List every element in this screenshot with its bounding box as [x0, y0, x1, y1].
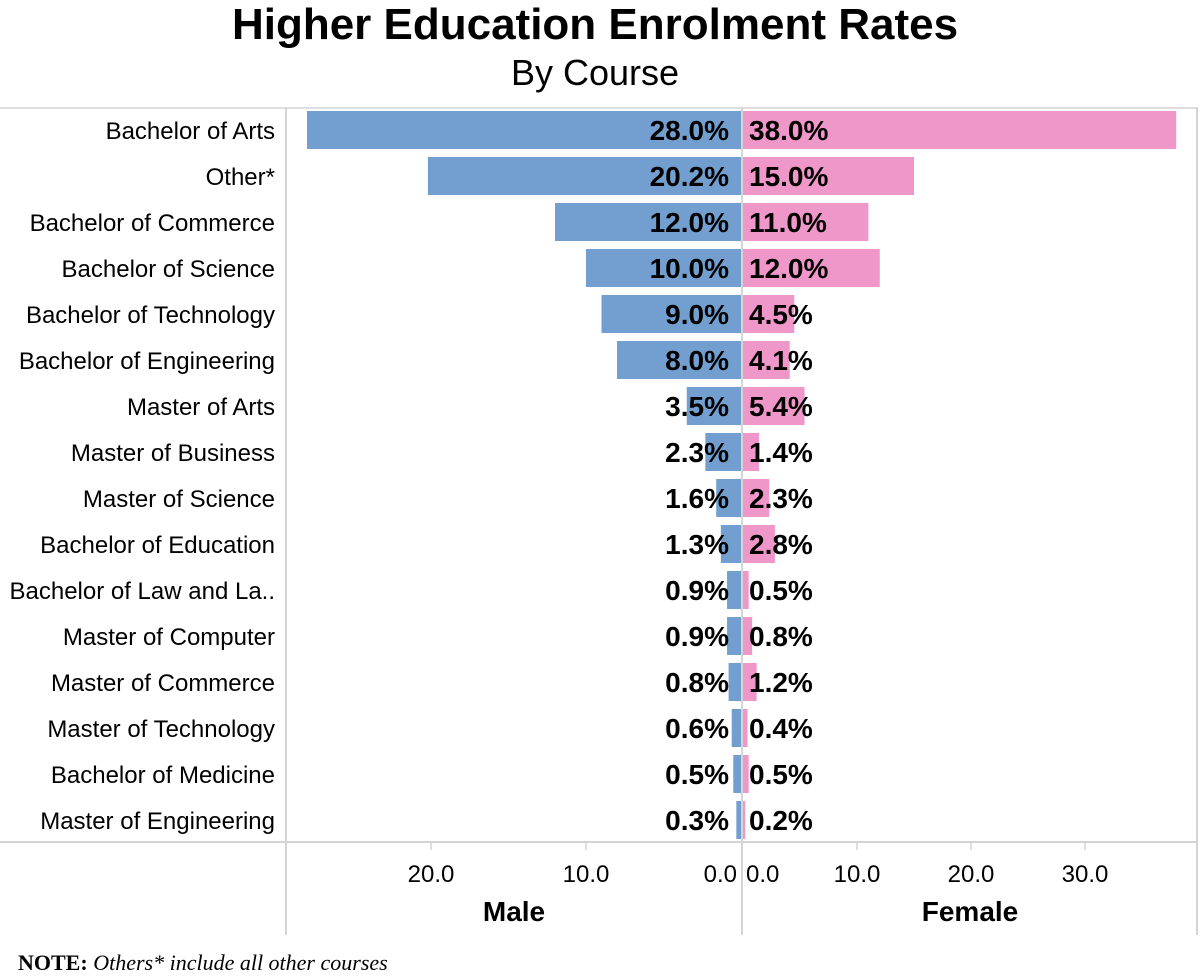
female-data-label: 4.5%: [749, 299, 813, 330]
male-bar: [731, 709, 741, 747]
category-label: Bachelor of Commerce: [30, 210, 275, 237]
male-bar: [727, 571, 741, 609]
male-tick-label: 10.0: [563, 861, 610, 888]
male-tick-label: 0.0: [704, 861, 737, 888]
female-data-label: 0.8%: [749, 621, 813, 652]
female-bar: [743, 479, 770, 517]
category-label: Bachelor of Technology: [26, 302, 275, 329]
female-bar: [743, 755, 749, 793]
male-tick-label: 20.0: [408, 861, 455, 888]
category-label: Bachelor of Science: [62, 256, 275, 283]
male-data-label: 20.2%: [650, 161, 729, 192]
male-data-label: 2.3%: [665, 437, 729, 468]
male-bar: [427, 157, 741, 195]
category-label: Master of Science: [83, 486, 275, 513]
female-data-label: 0.5%: [749, 575, 813, 606]
female-bar: [743, 663, 757, 701]
female-data-label: 15.0%: [749, 161, 828, 192]
female-bar: [743, 157, 914, 195]
female-data-label: 0.4%: [749, 713, 813, 744]
female-bar: [743, 341, 790, 379]
female-bar: [743, 433, 759, 471]
category-label: Bachelor of Education: [40, 532, 275, 559]
female-bar: [743, 203, 869, 241]
note-text: Others* include all other courses: [93, 950, 388, 975]
female-bar: [743, 709, 748, 747]
female-tick-label: 20.0: [948, 861, 995, 888]
male-bar: [736, 801, 741, 839]
female-data-label: 4.1%: [749, 345, 813, 376]
male-bar: [727, 617, 741, 655]
category-label: Bachelor of Law and La..: [9, 578, 275, 605]
female-data-label: 11.0%: [749, 207, 827, 238]
female-bar: [743, 249, 880, 287]
male-bar: [716, 479, 741, 517]
female-bar: [743, 111, 1177, 149]
category-label: Bachelor of Arts: [106, 118, 275, 145]
female-data-label: 2.3%: [749, 483, 813, 514]
male-data-label: 28.0%: [650, 115, 729, 146]
female-data-label: 0.5%: [749, 759, 813, 790]
category-label: Master of Business: [71, 440, 275, 467]
category-label: Master of Commerce: [51, 670, 275, 697]
male-bar: [728, 663, 741, 701]
female-bar: [743, 801, 746, 839]
female-data-label: 0.2%: [749, 805, 813, 836]
male-data-label: 0.6%: [665, 713, 729, 744]
category-label: Master of Computer: [63, 624, 275, 651]
male-data-label: 0.8%: [665, 667, 729, 698]
category-label: Other*: [206, 164, 275, 191]
female-data-label: 1.4%: [749, 437, 813, 468]
male-bar: [733, 755, 741, 793]
female-axis-title: Female: [922, 896, 1019, 927]
male-data-label: 8.0%: [665, 345, 729, 376]
female-bar: [743, 387, 805, 425]
female-bar: [743, 617, 753, 655]
male-bar: [307, 111, 741, 149]
male-data-label: 3.5%: [665, 391, 729, 422]
female-data-label: 1.2%: [749, 667, 813, 698]
male-data-label: 0.9%: [665, 575, 729, 606]
male-data-label: 0.3%: [665, 805, 729, 836]
male-data-label: 0.5%: [665, 759, 729, 790]
male-bar: [601, 295, 741, 333]
category-label: Bachelor of Engineering: [19, 348, 275, 375]
male-bar: [705, 433, 741, 471]
footnote: NOTE: Others* include all other courses: [18, 950, 388, 976]
female-bar: [743, 295, 795, 333]
male-bar: [617, 341, 741, 379]
male-data-label: 0.9%: [665, 621, 729, 652]
chart-subtitle: By Course: [510, 52, 680, 93]
category-label: Bachelor of Medicine: [51, 762, 275, 789]
male-bar: [586, 249, 741, 287]
female-data-label: 5.4%: [749, 391, 813, 422]
male-bar: [720, 525, 741, 563]
male-data-label: 10.0%: [650, 253, 729, 284]
category-label: Master of Technology: [47, 716, 275, 743]
male-data-label: 12.0%: [650, 207, 729, 238]
female-data-label: 12.0%: [749, 253, 828, 284]
female-tick-label: 10.0: [834, 861, 881, 888]
female-data-label: 2.8%: [749, 529, 813, 560]
male-bar: [686, 387, 741, 425]
category-label: Master of Engineering: [40, 808, 275, 835]
female-data-label: 38.0%: [749, 115, 828, 146]
male-bar: [555, 203, 741, 241]
male-data-label: 1.3%: [665, 529, 729, 560]
female-tick-label: 30.0: [1062, 861, 1109, 888]
male-axis-title: Male: [483, 896, 545, 927]
female-bar: [743, 525, 775, 563]
male-data-label: 1.6%: [665, 483, 729, 514]
category-label: Master of Arts: [127, 394, 275, 421]
note-label: NOTE:: [18, 950, 88, 975]
female-tick-label: 0.0: [746, 861, 779, 888]
male-data-label: 9.0%: [665, 299, 729, 330]
female-bar: [743, 571, 749, 609]
chart-title: Higher Education Enrolment Rates: [231, 0, 959, 49]
